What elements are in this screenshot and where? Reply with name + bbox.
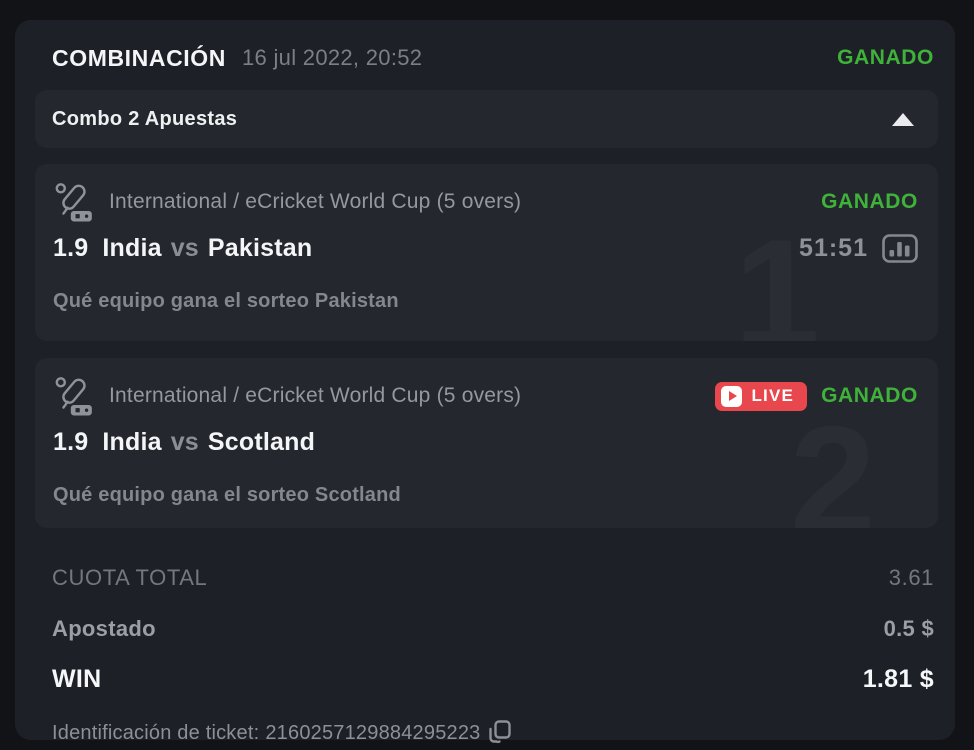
match-score: 51:51 [799,234,868,262]
bet-card-2: 2 International / eCricket World Cup (5 … [35,358,938,528]
ticket-summary: CUOTA TOTAL 3.61 Apostado 0.5 $ WIN 1.81… [35,545,938,746]
vs-label: vs [170,428,199,456]
bet-status-badge: GANADO [821,190,918,213]
bet-datetime: 16 jul 2022, 20:52 [241,45,423,70]
bet-teams-row: 1.9 India vs Scotland [53,428,918,457]
total-odds-label: CUOTA TOTAL [52,565,208,590]
live-badge: LIVE [715,381,808,411]
combo-label: Combo 2 Apuestas [52,107,238,130]
combo-toggle-row[interactable]: Combo 2 Apuestas [35,90,938,148]
bet-number-watermark: 1 [733,207,820,341]
bet-league: International / eCricket World Cup (5 ov… [109,190,522,213]
bet-league-row: International / eCricket World Cup (5 ov… [53,182,918,222]
bet-league-row: International / eCricket World Cup (5 ov… [53,376,918,416]
copy-icon [489,720,512,744]
total-odds-row: CUOTA TOTAL 3.61 [52,565,934,591]
bet-teams-row: 1.9 India vs Pakistan 51:51 [53,234,918,263]
bet-market: Qué equipo gana el sorteo Scotland [53,484,401,506]
chevron-up-icon[interactable] [892,112,914,126]
ecricket-icon [53,182,97,222]
bet-market: Qué equipo gana el sorteo Pakistan [53,290,399,312]
team-home: India [102,234,162,262]
win-value: 1.81 $ [862,665,934,693]
total-odds-value: 3.61 [888,565,934,590]
team-away: Scotland [207,428,316,456]
ecricket-icon [53,376,97,416]
ticket-id-row: Identificación de ticket: 21602571298842… [52,720,934,746]
ticket-id-value: 2160257129884295223 [265,721,481,744]
bet-odds: 1.9 [53,234,89,262]
vs-label: vs [170,234,199,262]
ticket-header: COMBINACIÓN 16 jul 2022, 20:52 GANADO [35,20,938,90]
live-label: LIVE [751,386,795,405]
bet-number-watermark: 2 [789,394,876,528]
play-icon [721,385,743,407]
win-row: WIN 1.81 $ [52,665,934,694]
bet-status-badge: GANADO [821,384,918,407]
copy-ticket-id-button[interactable] [489,720,512,746]
stake-label: Apostado [52,616,156,641]
ticket-id-label: Identificación de ticket: [52,721,260,744]
bet-type-label: COMBINACIÓN [52,44,226,71]
bar-chart-icon [882,234,918,263]
stake-row: Apostado 0.5 $ [52,616,934,642]
bet-card-1: 1 International / eCricket World Cup (5 … [35,164,938,341]
bet-ticket-card: COMBINACIÓN 16 jul 2022, 20:52 GANADO Co… [15,20,955,744]
team-away: Pakistan [207,234,313,262]
win-label: WIN [52,665,102,693]
bet-odds: 1.9 [53,428,89,456]
bet-league: International / eCricket World Cup (5 ov… [109,384,522,407]
ticket-status-badge: GANADO [837,46,934,69]
stake-value: 0.5 $ [883,616,934,641]
team-home: India [102,428,162,456]
stats-button[interactable] [882,234,918,263]
